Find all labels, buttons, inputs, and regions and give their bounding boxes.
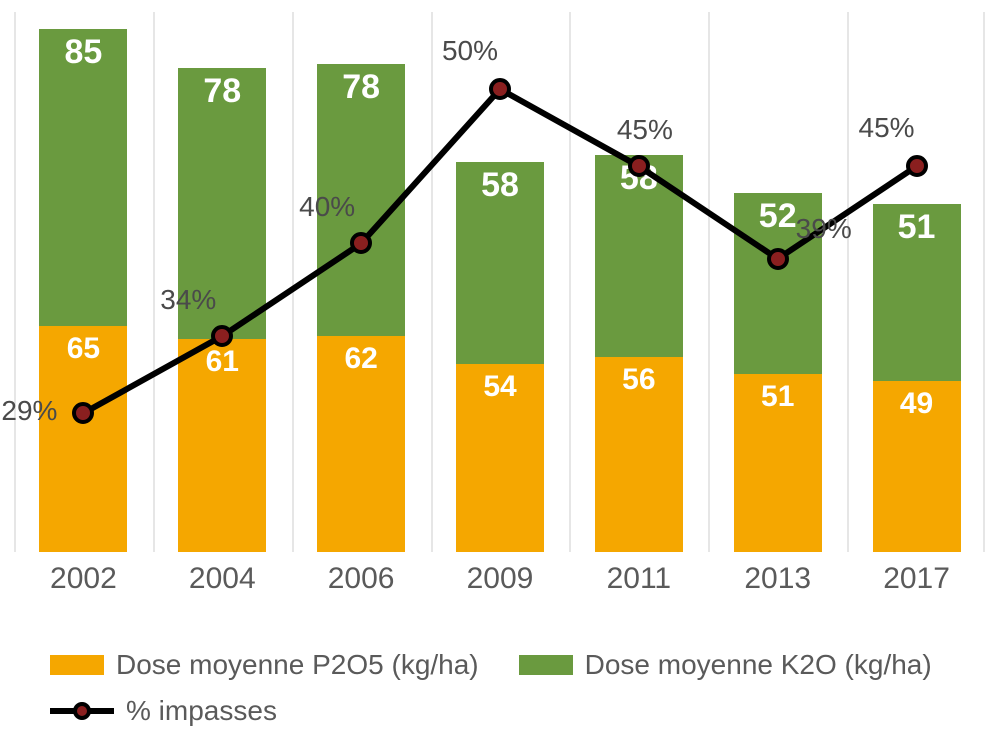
x-axis-label: 2004 <box>153 562 292 596</box>
legend-row-line: % impasses <box>50 695 970 727</box>
bar-segment-k2o: 85 <box>39 29 127 325</box>
legend-label-k2o: Dose moyenne K2O (kg/ha) <box>585 649 932 681</box>
x-axis-label: 2017 <box>847 562 986 596</box>
x-axis-label: 2013 <box>708 562 847 596</box>
line-marker <box>72 402 94 424</box>
legend-item-p2o5: Dose moyenne P2O5 (kg/ha) <box>50 649 479 681</box>
bar-segment-p2o5: 51 <box>734 374 822 552</box>
x-axis-label: 2006 <box>292 562 431 596</box>
bar-segment-p2o5: 65 <box>39 326 127 552</box>
legend-row-bars: Dose moyenne P2O5 (kg/ha) Dose moyenne K… <box>50 649 970 681</box>
line-value-label: 29% <box>1 395 57 427</box>
legend-label-impasses: % impasses <box>126 695 277 727</box>
bar-segment-p2o5: 54 <box>456 364 544 552</box>
bar-segment-p2o5: 49 <box>873 381 961 552</box>
line-marker <box>906 155 928 177</box>
bar-segment-k2o: 58 <box>595 155 683 357</box>
swatch-impasses <box>50 700 114 722</box>
legend: Dose moyenne P2O5 (kg/ha) Dose moyenne K… <box>50 649 970 741</box>
swatch-p2o5 <box>50 655 104 675</box>
legend-item-impasses: % impasses <box>50 695 277 727</box>
line-value-label: 34% <box>160 284 216 316</box>
legend-item-k2o: Dose moyenne K2O (kg/ha) <box>519 649 932 681</box>
line-value-label: 50% <box>442 35 498 67</box>
swatch-k2o <box>519 655 573 675</box>
line-marker <box>211 325 233 347</box>
line-marker <box>628 155 650 177</box>
bar-segment-p2o5: 62 <box>317 336 405 552</box>
line-marker <box>489 78 511 100</box>
legend-label-p2o5: Dose moyenne P2O5 (kg/ha) <box>116 649 479 681</box>
line-value-label: 39% <box>796 213 852 245</box>
x-axis-label: 2002 <box>14 562 153 596</box>
line-value-label: 45% <box>617 114 673 146</box>
x-axis-label: 2009 <box>431 562 570 596</box>
line-value-label: 45% <box>859 112 915 144</box>
bar-segment-p2o5: 61 <box>178 339 266 552</box>
line-marker <box>350 232 372 254</box>
bar-segment-k2o: 51 <box>873 204 961 382</box>
line-value-label: 40% <box>299 191 355 223</box>
bar-segment-k2o: 58 <box>456 162 544 364</box>
x-axis-label: 2011 <box>569 562 708 596</box>
plot-area: 6585200261782004627820065458200956582011… <box>14 12 986 602</box>
chart-container: 6585200261782004627820065458200956582011… <box>0 0 1000 755</box>
bar-segment-p2o5: 56 <box>595 357 683 552</box>
line-marker <box>767 248 789 270</box>
